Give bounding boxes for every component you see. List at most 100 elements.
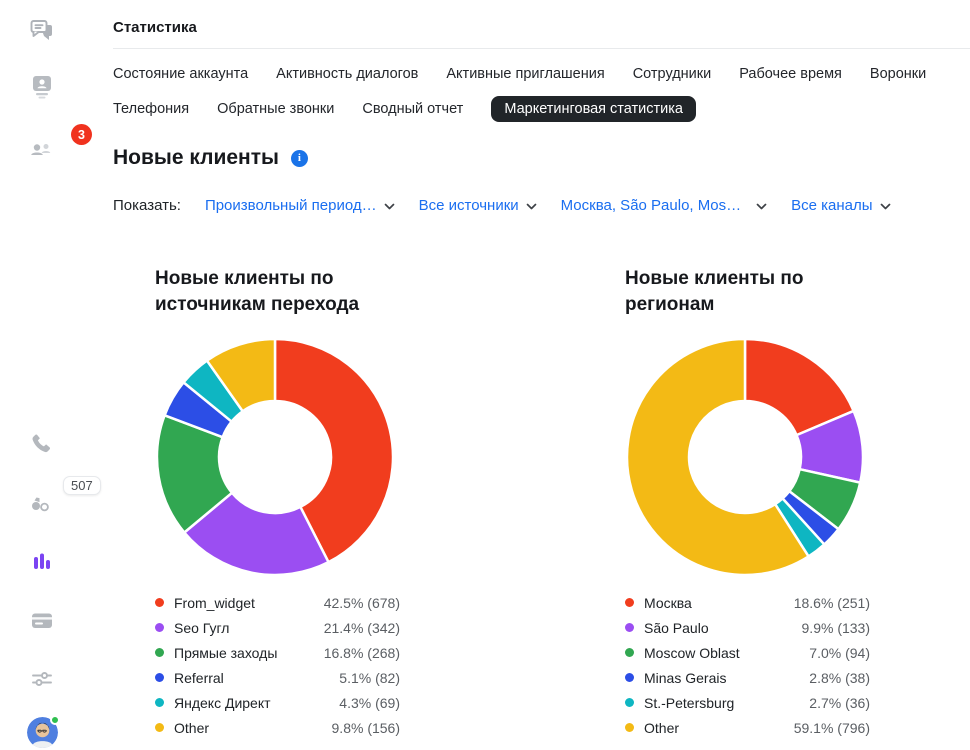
legend-item[interactable]: Other 9.8% (156): [155, 715, 400, 740]
sliders-icon: [29, 666, 55, 692]
visitors-count-badge: 507: [63, 476, 101, 495]
legend-item[interactable]: Moscow Oblast 7.0% (94): [625, 640, 870, 665]
donut-slice[interactable]: [273, 337, 395, 564]
legend-item[interactable]: St.-Petersburg 2.7% (36): [625, 690, 870, 715]
legend-value: 9.8% (156): [331, 719, 400, 736]
chevron-down-icon: [880, 203, 890, 210]
legend-color-dot: [155, 723, 164, 732]
legend-item[interactable]: São Paulo 9.9% (133): [625, 615, 870, 640]
channels-dropdown[interactable]: Все каналы: [791, 197, 890, 214]
legend-label: Minas Gerais: [644, 669, 727, 686]
sidebar-item-visitors[interactable]: 507: [0, 476, 101, 516]
legend-value: 42.5% (678): [323, 594, 400, 611]
legend-color-dot: [625, 698, 634, 707]
legend-item[interactable]: Referral 5.1% (82): [155, 665, 400, 690]
sidebar-item-settings[interactable]: [0, 666, 84, 692]
chevron-down-icon: [526, 203, 536, 210]
filters-bar: Показать: Произвольный период… Все источ…: [113, 197, 970, 214]
tab-telephony[interactable]: Телефония: [113, 100, 190, 117]
tab-summary-report[interactable]: Сводный отчет: [362, 100, 464, 117]
sidebar-item-chats[interactable]: [0, 15, 84, 45]
legend-label: Moscow Oblast: [644, 644, 740, 661]
legend-value: 9.9% (133): [801, 619, 870, 636]
tab-account-state[interactable]: Состояние аккаунта: [113, 66, 249, 82]
donut-chart-sources: [155, 337, 395, 577]
legend-item[interactable]: Яндекс Директ 4.3% (69): [155, 690, 400, 715]
chart-sources: Новые клиенты по источникам перехода Fro…: [155, 266, 400, 740]
legend-item[interactable]: Minas Gerais 2.8% (38): [625, 665, 870, 690]
sidebar-item-contacts[interactable]: [0, 72, 84, 102]
donut-slice[interactable]: [205, 337, 277, 413]
legend-label: São Paulo: [644, 619, 709, 636]
sidebar-item-billing[interactable]: [0, 608, 84, 634]
sidebar-item-team[interactable]: 3: [0, 124, 92, 162]
legend-label: Seo Гугл: [174, 619, 230, 636]
filters-label: Показать:: [113, 197, 181, 214]
legend-item[interactable]: Seo Гугл 21.4% (342): [155, 615, 400, 640]
binoculars-icon: 507: [27, 476, 101, 516]
legend-color-dot: [155, 673, 164, 682]
legend-item[interactable]: Москва 18.6% (251): [625, 590, 870, 615]
chevron-down-icon: [756, 203, 767, 210]
chevron-down-icon: [384, 203, 394, 210]
donut-slice[interactable]: [743, 337, 855, 437]
chart-legend: Москва 18.6% (251) São Paulo 9.9% (133) Mosc…: [625, 590, 870, 740]
legend-value: 16.8% (268): [323, 644, 400, 661]
bar-chart-icon: [29, 548, 55, 576]
legend-color-dot: [155, 648, 164, 657]
legend-value: 4.3% (69): [339, 694, 400, 711]
contact-card-icon: [27, 72, 57, 102]
sidebar-item-profile[interactable]: [0, 715, 84, 748]
legend-color-dot: [625, 623, 634, 632]
tab-callbacks[interactable]: Обратные звонки: [217, 100, 335, 117]
period-dropdown[interactable]: Произвольный период…: [205, 197, 395, 214]
section-heading: Новые клиенты: [113, 146, 970, 170]
legend-label: Referral: [174, 669, 224, 686]
legend-value: 21.4% (342): [323, 619, 400, 636]
tab-dialog-activity[interactable]: Активность диалогов: [276, 66, 419, 82]
legend-value: 2.8% (38): [809, 669, 870, 686]
legend-item[interactable]: Прямые заходы 16.8% (268): [155, 640, 400, 665]
main-content: Статистика Состояние аккаунта Активность…: [84, 0, 970, 750]
legend-label: St.-Petersburg: [644, 694, 735, 711]
tab-working-hours[interactable]: Рабочее время: [739, 66, 842, 82]
legend-label: Other: [644, 719, 680, 736]
online-status-dot: [49, 715, 60, 725]
info-icon[interactable]: [290, 149, 308, 167]
tab-active-invitations[interactable]: Активные приглашения: [446, 66, 605, 82]
sidebar-item-statistics[interactable]: [0, 548, 84, 576]
legend-label: Яндекс Директ: [174, 694, 271, 711]
tab-funnels[interactable]: Воронки: [869, 66, 927, 82]
donut-chart-regions: [625, 337, 865, 577]
legend-label: Прямые заходы: [174, 644, 278, 661]
page-title: Статистика: [113, 19, 197, 36]
donut-slice[interactable]: [183, 491, 330, 577]
tab-employees[interactable]: Сотрудники: [632, 66, 712, 82]
sidebar-item-phone[interactable]: [0, 430, 84, 456]
section-heading-text: Новые клиенты: [113, 146, 279, 169]
legend-color-dot: [625, 648, 634, 657]
charts-section: Новые клиенты по источникам перехода Fro…: [113, 266, 970, 740]
header-divider: [113, 48, 970, 49]
legend-color-dot: [625, 598, 634, 607]
legend-value: 5.1% (82): [339, 669, 400, 686]
tab-marketing-statistics[interactable]: Маркетинговая статистика: [491, 95, 696, 122]
chart-title: Новые клиенты по источникам перехода: [155, 268, 360, 315]
legend-item[interactable]: Other 59.1% (796): [625, 715, 870, 740]
chart-legend: From_widget 42.5% (678) Seo Гугл 21.4% (342…: [155, 590, 400, 740]
sources-dropdown[interactable]: Все источники: [419, 197, 537, 214]
legend-value: 7.0% (94): [809, 644, 870, 661]
legend-item[interactable]: From_widget 42.5% (678): [155, 590, 400, 615]
legend-value: 2.7% (36): [809, 694, 870, 711]
regions-dropdown[interactable]: Москва, São Paulo, Mos…: [561, 197, 767, 214]
user-avatar: [26, 717, 58, 748]
legend-color-dot: [625, 723, 634, 732]
legend-color-dot: [155, 598, 164, 607]
chart-regions: Новые клиенты по регионам Москва 18.6% (2…: [625, 266, 870, 740]
sidebar: 3 507: [0, 0, 101, 750]
legend-color-dot: [625, 673, 634, 682]
legend-value: 59.1% (796): [793, 719, 870, 736]
donut-slice[interactable]: [625, 337, 810, 577]
credit-card-icon: [28, 608, 56, 634]
